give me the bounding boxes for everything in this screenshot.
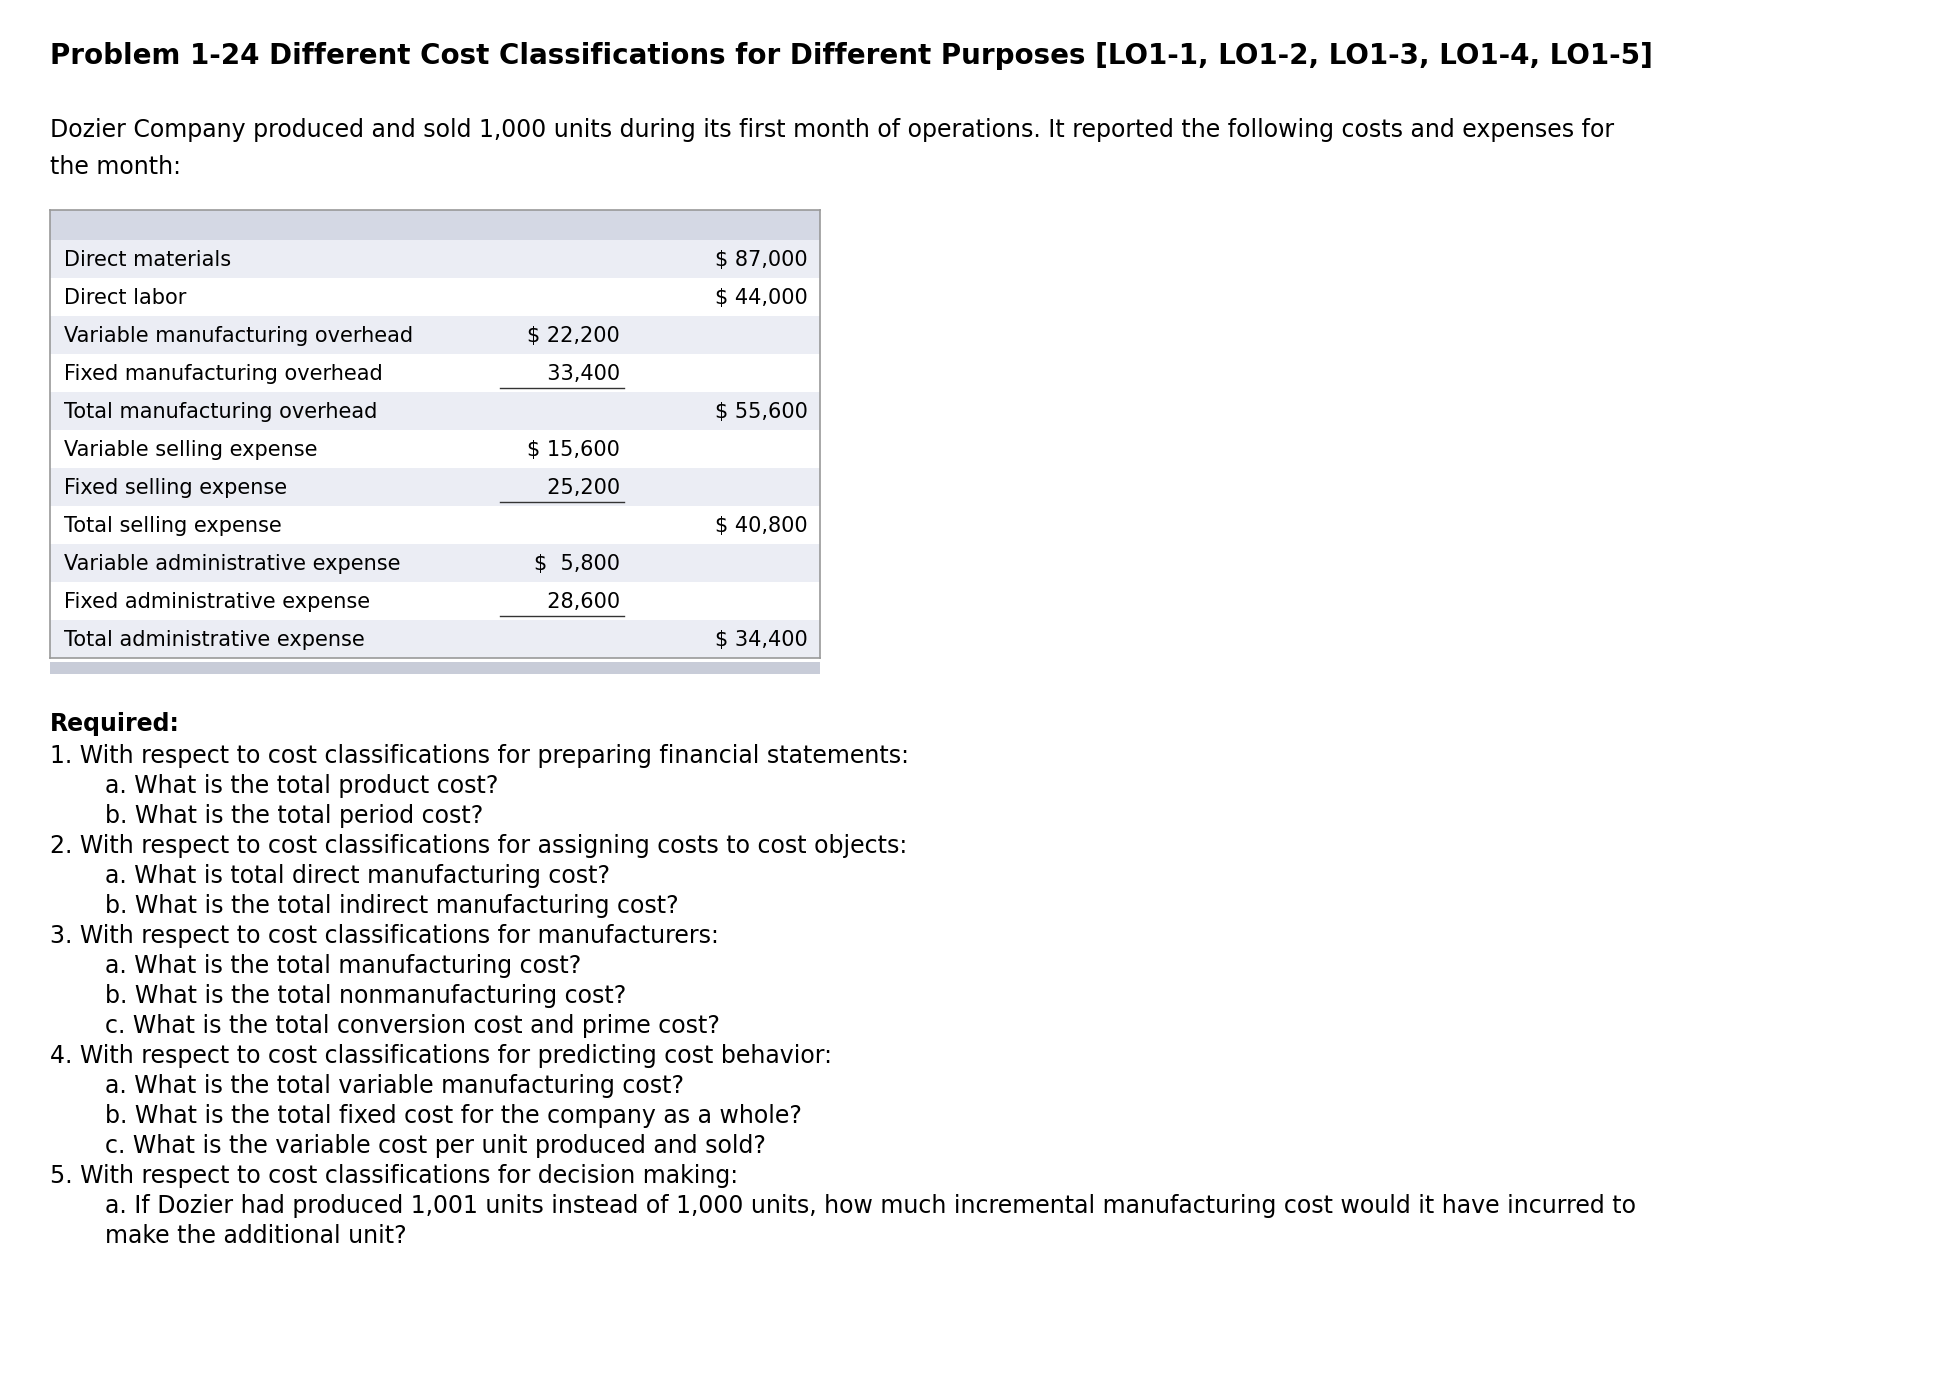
- Text: 1. With respect to cost classifications for preparing financial statements:: 1. With respect to cost classifications …: [51, 744, 909, 768]
- Bar: [51, 210, 819, 240]
- Text: a. What is the total variable manufacturing cost?: a. What is the total variable manufactur…: [105, 1073, 683, 1098]
- Text: $ 87,000: $ 87,000: [716, 250, 808, 270]
- Text: Direct labor: Direct labor: [64, 287, 187, 308]
- Text: Fixed selling expense: Fixed selling expense: [64, 478, 288, 498]
- Text: b. What is the total nonmanufacturing cost?: b. What is the total nonmanufacturing co…: [105, 984, 627, 1008]
- Text: a. What is the total manufacturing cost?: a. What is the total manufacturing cost?: [105, 953, 582, 979]
- Bar: [51, 620, 819, 658]
- Text: $ 40,800: $ 40,800: [716, 516, 808, 535]
- Bar: [51, 662, 819, 675]
- Text: Variable administrative expense: Variable administrative expense: [64, 553, 401, 574]
- Text: $ 15,600: $ 15,600: [527, 439, 621, 460]
- Text: 4. With respect to cost classifications for predicting cost behavior:: 4. With respect to cost classifications …: [51, 1044, 833, 1068]
- Text: $ 22,200: $ 22,200: [527, 326, 621, 346]
- Text: the month:: the month:: [51, 155, 181, 178]
- Bar: [51, 240, 819, 277]
- Bar: [51, 506, 819, 544]
- Text: b. What is the total indirect manufacturing cost?: b. What is the total indirect manufactur…: [105, 894, 679, 919]
- Text: c. What is the variable cost per unit produced and sold?: c. What is the variable cost per unit pr…: [105, 1133, 767, 1158]
- Text: $ 55,600: $ 55,600: [714, 401, 808, 422]
- Text: $ 44,000: $ 44,000: [716, 287, 808, 308]
- Text: Dozier Company produced and sold 1,000 units during its first month of operation: Dozier Company produced and sold 1,000 u…: [51, 118, 1613, 142]
- Bar: [51, 468, 819, 506]
- Bar: [51, 316, 819, 354]
- Text: a. What is the total product cost?: a. What is the total product cost?: [105, 774, 498, 797]
- Text: Variable selling expense: Variable selling expense: [64, 439, 317, 460]
- Text: 25,200: 25,200: [533, 478, 621, 498]
- Text: c. What is the total conversion cost and prime cost?: c. What is the total conversion cost and…: [105, 1013, 720, 1039]
- Text: b. What is the total fixed cost for the company as a whole?: b. What is the total fixed cost for the …: [105, 1104, 802, 1128]
- Text: Fixed administrative expense: Fixed administrative expense: [64, 592, 370, 612]
- Text: $  5,800: $ 5,800: [533, 553, 621, 574]
- Text: make the additional unit?: make the additional unit?: [105, 1224, 407, 1248]
- Text: $ 34,400: $ 34,400: [716, 630, 808, 650]
- Text: 5. With respect to cost classifications for decision making:: 5. With respect to cost classifications …: [51, 1164, 738, 1188]
- Text: 3. With respect to cost classifications for manufacturers:: 3. With respect to cost classifications …: [51, 924, 718, 948]
- Text: Problem 1-24 Different Cost Classifications for Different Purposes [LO1-1, LO1-2: Problem 1-24 Different Cost Classificati…: [51, 42, 1652, 70]
- Bar: [51, 429, 819, 468]
- Text: a. If Dozier had produced 1,001 units instead of 1,000 units, how much increment: a. If Dozier had produced 1,001 units in…: [105, 1195, 1637, 1218]
- Bar: [51, 544, 819, 583]
- Bar: [51, 392, 819, 429]
- Text: Total administrative expense: Total administrative expense: [64, 630, 364, 650]
- Text: 2. With respect to cost classifications for assigning costs to cost objects:: 2. With respect to cost classifications …: [51, 834, 907, 857]
- Text: a. What is total direct manufacturing cost?: a. What is total direct manufacturing co…: [105, 864, 609, 888]
- Bar: [51, 354, 819, 392]
- Text: b. What is the total period cost?: b. What is the total period cost?: [105, 804, 483, 828]
- Text: Variable manufacturing overhead: Variable manufacturing overhead: [64, 326, 413, 346]
- Text: 28,600: 28,600: [533, 592, 621, 612]
- Bar: [51, 583, 819, 620]
- Text: 33,400: 33,400: [533, 364, 621, 383]
- Text: Total manufacturing overhead: Total manufacturing overhead: [64, 401, 378, 422]
- Bar: [51, 277, 819, 316]
- Text: Required:: Required:: [51, 712, 179, 736]
- Text: Fixed manufacturing overhead: Fixed manufacturing overhead: [64, 364, 383, 383]
- Text: Direct materials: Direct materials: [64, 250, 232, 270]
- Text: Total selling expense: Total selling expense: [64, 516, 282, 535]
